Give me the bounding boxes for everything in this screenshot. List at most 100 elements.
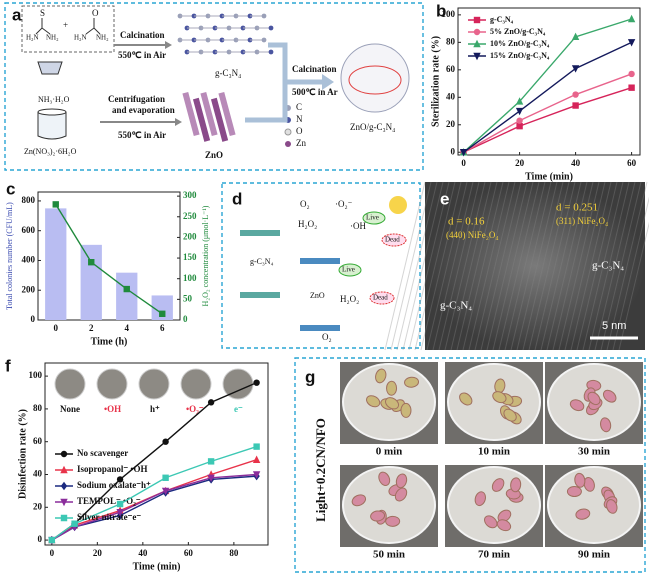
marker xyxy=(60,450,68,458)
arrow-head xyxy=(165,41,172,49)
y-tick-label: 60 xyxy=(446,64,456,74)
y-tick-label: 400 xyxy=(22,255,36,265)
marker xyxy=(253,379,260,386)
fringe xyxy=(504,181,546,351)
crystal-rod xyxy=(218,91,236,137)
sample xyxy=(569,399,585,412)
atom: O xyxy=(92,8,99,18)
marker xyxy=(628,70,635,78)
legend-text: 10% ZnO/g-C₃N₄ xyxy=(490,39,550,48)
y2-tick-label: 50 xyxy=(183,293,193,303)
plus: + xyxy=(63,20,68,30)
arrow-head xyxy=(175,118,182,126)
x-tick-label: 60 xyxy=(627,158,637,168)
y-tick-label: 0 xyxy=(38,534,43,544)
series-line xyxy=(51,459,257,541)
y-tick-label: 800 xyxy=(22,195,36,205)
atom-dot xyxy=(268,25,274,31)
marker xyxy=(253,443,260,450)
panel-e: e d = 0.16 (440) NiFe₂O₄ d = 0.251 (311)… xyxy=(384,181,649,351)
sample xyxy=(575,508,591,520)
marker xyxy=(116,476,124,483)
panel-label: b xyxy=(436,1,446,20)
region-label: g-C₃N₄ xyxy=(440,300,472,312)
petri-dish xyxy=(547,466,641,544)
series-line xyxy=(51,473,257,541)
sample xyxy=(385,397,400,410)
marker xyxy=(252,455,261,463)
fringe xyxy=(600,181,642,351)
series-line xyxy=(463,41,632,153)
fringe xyxy=(498,181,540,351)
legend-dot xyxy=(284,128,292,136)
atom-dot xyxy=(261,37,267,43)
species: O₂ xyxy=(322,332,332,342)
fringe xyxy=(558,181,600,351)
fringe xyxy=(462,181,504,351)
panel-d: d O₂ ·O₂⁻ H₂O₂ ·OH Live Dead g-C₃N₄ ZnO … xyxy=(221,182,421,349)
series-line xyxy=(463,87,632,153)
sample xyxy=(385,515,401,527)
atom-dot xyxy=(268,49,274,55)
sample xyxy=(503,408,517,422)
process: Calcination xyxy=(120,30,165,40)
fringe xyxy=(384,181,426,351)
condition: 550℃ in Air xyxy=(118,130,166,140)
bar xyxy=(151,295,173,320)
inset-photos: None •OH h⁺ •O₂⁻ e⁻ xyxy=(54,368,254,414)
panel-border xyxy=(4,2,424,171)
marker xyxy=(123,285,130,293)
x-tick-label: 80 xyxy=(229,548,239,558)
x-tick-label: 4 xyxy=(125,323,130,333)
marker xyxy=(207,399,215,406)
fringe xyxy=(564,181,606,351)
band xyxy=(240,230,280,236)
fringe xyxy=(612,196,649,351)
group: H₂N xyxy=(74,34,87,42)
y2-tick-label: 200 xyxy=(183,231,197,241)
species: H₂O₂ xyxy=(340,294,359,304)
panel-label: e xyxy=(440,189,449,208)
fringe xyxy=(444,181,486,351)
marker xyxy=(162,474,169,481)
fringe xyxy=(522,181,564,351)
petri-dish xyxy=(342,466,436,544)
x-tick-label: 0 xyxy=(461,158,466,168)
sample xyxy=(574,472,586,488)
marker xyxy=(161,487,170,496)
panel-border xyxy=(221,182,421,349)
y-axis-title: Disinfection rate (%) xyxy=(17,409,28,499)
group: H₂N xyxy=(26,34,39,42)
panel-a: a S H₂N NH₂ + O H₂N NH₂ Calcination 550℃… xyxy=(4,2,424,171)
legend-text: C xyxy=(296,102,302,112)
time-label: 50 min xyxy=(373,549,405,561)
bonds xyxy=(35,18,101,35)
product: ZnO xyxy=(205,150,223,160)
x-tick-label: 60 xyxy=(184,548,194,558)
y-tick-label: 600 xyxy=(22,225,36,235)
y-tick-label: 40 xyxy=(446,91,456,101)
cell xyxy=(338,263,362,277)
bar xyxy=(80,244,102,320)
legend-text: Sodium oxalate⁻h⁺ xyxy=(77,480,151,490)
marker xyxy=(60,514,68,522)
fringe xyxy=(618,221,649,351)
panel-label: f xyxy=(5,356,11,375)
sample xyxy=(606,499,618,514)
beaker-rim xyxy=(37,108,67,116)
marker xyxy=(572,91,579,98)
y-tick-label: 0 xyxy=(31,314,36,324)
marker xyxy=(515,107,524,116)
legend-text: No scavenger xyxy=(77,448,128,458)
legend-text: Silver nitrate⁻e⁻ xyxy=(77,512,141,522)
g-c3n4-network xyxy=(177,13,274,55)
species: Live xyxy=(366,214,379,222)
time-label: 70 min xyxy=(478,549,510,561)
legend-text: Isopropanol⁻ •OH xyxy=(77,464,148,474)
species: ·O₂⁻ xyxy=(335,199,353,209)
marker xyxy=(473,16,481,24)
marker xyxy=(473,39,481,48)
fringe xyxy=(606,181,648,351)
species: Dead xyxy=(373,294,388,302)
y2-tick-label: 100 xyxy=(183,273,197,283)
